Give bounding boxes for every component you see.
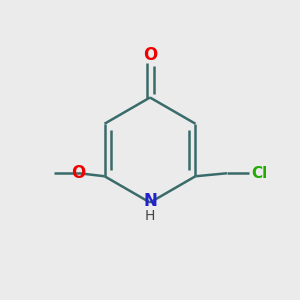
Text: N: N	[143, 192, 157, 210]
Text: Cl: Cl	[251, 166, 267, 181]
Text: O: O	[143, 46, 157, 64]
Text: H: H	[145, 209, 155, 223]
Text: O: O	[71, 164, 85, 182]
